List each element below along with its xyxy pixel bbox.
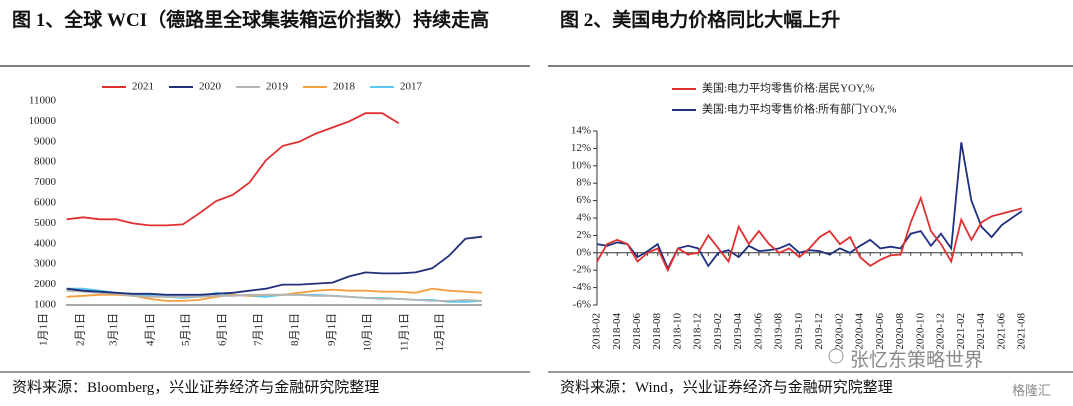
x-tick-label: 2018-10 bbox=[671, 313, 683, 350]
legend-label: 美国:电力平均零售价格:居民YOY,% bbox=[702, 81, 874, 95]
y-tick-label: 7000 bbox=[34, 176, 57, 188]
series-line bbox=[66, 235, 483, 296]
series-line bbox=[66, 112, 400, 227]
y-tick-label: 6000 bbox=[34, 197, 57, 209]
x-tick-label: 2021-02 bbox=[955, 313, 967, 350]
figure-title: 图 1、全球 WCI（德路里全球集装箱运价指数）持续走高 bbox=[12, 10, 490, 31]
x-tick-label: 5月1日 bbox=[180, 313, 192, 346]
y-tick-label: -6% bbox=[573, 299, 591, 311]
x-tick-label: 2018-12 bbox=[692, 313, 704, 350]
legend-label: 2018 bbox=[333, 81, 356, 93]
x-tick-label: 2018-04 bbox=[611, 313, 623, 350]
legend-label: 2021 bbox=[132, 81, 154, 93]
x-tick-label: 2019-08 bbox=[773, 313, 785, 350]
y-tick-label: -2% bbox=[573, 264, 591, 276]
legend-label: 2019 bbox=[266, 81, 289, 93]
y-tick-label: 1000 bbox=[34, 299, 57, 311]
x-tick-label: 2021-08 bbox=[1016, 313, 1028, 350]
x-tick-label: 2019-04 bbox=[732, 313, 744, 350]
x-tick-label: 2月1日 bbox=[74, 313, 86, 346]
x-tick-label: 7月1日 bbox=[252, 313, 264, 346]
x-tick-label: 2020-06 bbox=[874, 313, 886, 350]
x-tick-label: 12月1日 bbox=[434, 313, 446, 352]
source-note: 资料来源：Wind，兴业证券经济与金融研究院整理 bbox=[560, 380, 893, 396]
wechat-icon bbox=[828, 348, 844, 364]
y-tick-label: 11000 bbox=[29, 95, 57, 107]
x-tick-label: 8月1日 bbox=[289, 313, 301, 346]
x-tick-label: 9月1日 bbox=[326, 313, 338, 346]
x-tick-label: 4月1日 bbox=[144, 313, 156, 346]
x-tick-label: 2020-02 bbox=[833, 313, 845, 350]
y-tick-label: 0% bbox=[576, 246, 591, 258]
y-tick-label: 2000 bbox=[34, 278, 57, 290]
legend-label: 2020 bbox=[199, 81, 222, 93]
x-tick-label: 2020-04 bbox=[854, 313, 866, 350]
legend-label: 2017 bbox=[400, 81, 423, 93]
x-tick-label: 2018-08 bbox=[651, 313, 663, 350]
x-tick-label: 1月1日 bbox=[38, 313, 50, 346]
y-tick-label: 4% bbox=[576, 212, 591, 224]
y-tick-label: 8000 bbox=[34, 156, 57, 168]
x-tick-label: 11月1日 bbox=[398, 313, 410, 351]
y-tick-label: 14% bbox=[571, 125, 591, 137]
x-tick-label: 2019-10 bbox=[793, 313, 805, 350]
source-note: 资料来源：Bloomberg，兴业证券经济与金融研究院整理 bbox=[12, 380, 380, 396]
x-tick-label: 6月1日 bbox=[217, 313, 229, 346]
y-tick-label: -4% bbox=[573, 281, 591, 293]
y-tick-label: 10000 bbox=[29, 115, 57, 127]
x-tick-label: 2018-02 bbox=[591, 313, 603, 350]
x-tick-label: 2019-12 bbox=[813, 313, 825, 350]
x-tick-label: 3月1日 bbox=[108, 313, 120, 346]
x-tick-label: 2019-02 bbox=[712, 313, 724, 350]
y-tick-label: 12% bbox=[571, 142, 591, 154]
y-tick-label: 3000 bbox=[34, 258, 57, 270]
y-tick-label: 8% bbox=[576, 177, 591, 189]
y-tick-label: 2% bbox=[576, 229, 591, 241]
x-tick-label: 10月1日 bbox=[362, 313, 374, 352]
x-tick-label: 2018-06 bbox=[631, 313, 643, 350]
y-tick-label: 10% bbox=[571, 159, 591, 171]
legend-label: 美国:电力平均零售价格:所有部门YOY,% bbox=[702, 102, 896, 116]
y-tick-label: 4000 bbox=[34, 237, 57, 249]
x-tick-label: 2020-08 bbox=[894, 313, 906, 350]
figure-title: 图 2、美国电力价格同比大幅上升 bbox=[560, 10, 841, 31]
series-line bbox=[596, 195, 1023, 273]
y-tick-label: 9000 bbox=[34, 135, 57, 147]
watermark: 张忆东策略世界 bbox=[850, 349, 984, 371]
y-tick-label: 6% bbox=[576, 194, 591, 206]
x-tick-label: 2021-04 bbox=[975, 313, 987, 350]
x-tick-label: 2021-06 bbox=[995, 313, 1007, 350]
x-tick-label: 2019-06 bbox=[752, 313, 764, 350]
watermark: 格隆汇 bbox=[1012, 384, 1052, 399]
x-tick-label: 2020-10 bbox=[914, 313, 926, 350]
x-tick-label: 2020-12 bbox=[935, 313, 947, 350]
y-tick-label: 5000 bbox=[34, 217, 57, 229]
series-line bbox=[66, 289, 483, 302]
